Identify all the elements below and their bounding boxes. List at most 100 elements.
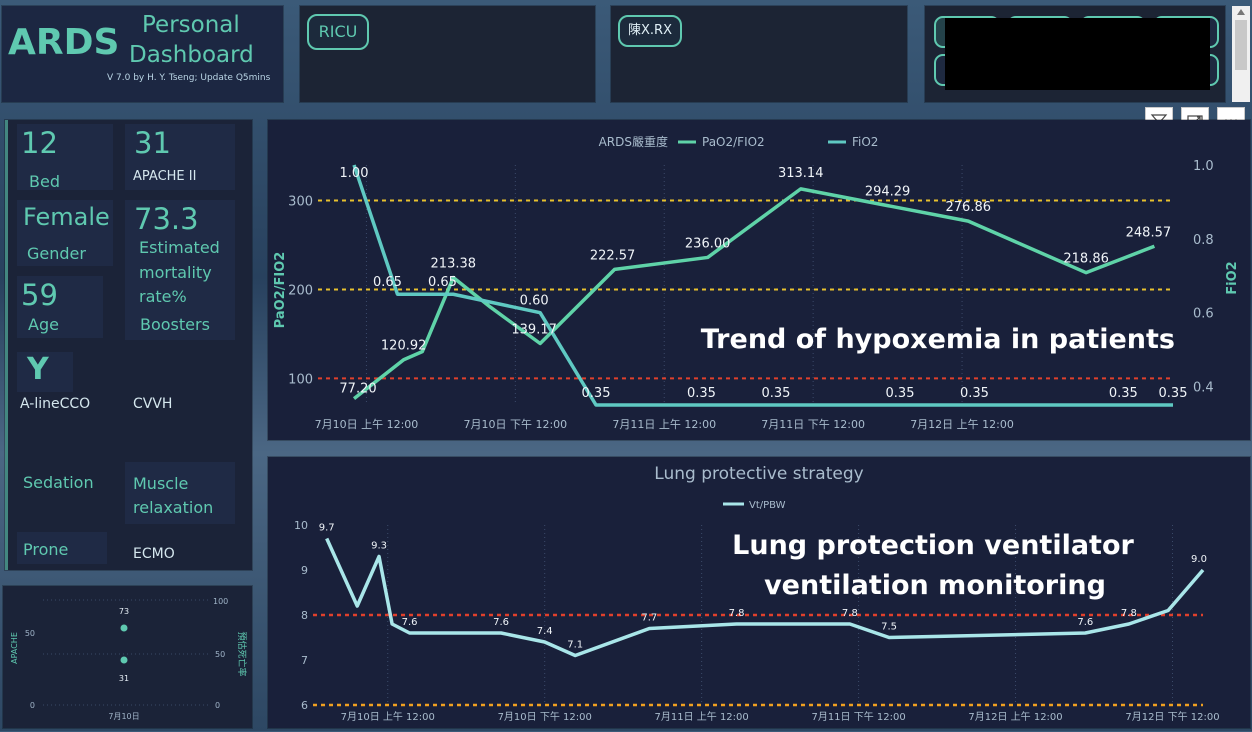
chart2-x-tick: 7月12日 下午 12:00	[1125, 710, 1219, 723]
ecmo-label: ECMO	[133, 546, 175, 562]
chart1-y2-tick: 0.8	[1193, 233, 1214, 248]
fio2-data-label: 0.35	[1109, 386, 1138, 401]
bed-label: Bed	[29, 172, 60, 191]
chart2-y-tick: 7	[301, 654, 308, 667]
boosters-label: Boosters	[140, 315, 210, 334]
mini-left-axis-title: APACHE	[10, 632, 19, 664]
ards-severity-chart: ARDS嚴重度 PaO2/FIO2 FiO2 PaO2/FIO2 FiO2 7月…	[273, 134, 1240, 431]
aline-tile	[17, 352, 73, 392]
chart1-axis-labels: 7月10日 上午 12:00 7月10日 下午 12:00 7月11日 上午 12:…	[288, 159, 1214, 431]
chart2-data-labels: 9.7 9.3 7.6 7.6 7.4 7.1 7.7 7.8 7.8 7.5 7.6 7.8 9.0	[319, 523, 1207, 651]
vt-data-label: 7.7	[641, 613, 657, 624]
fio2-data-label: 1.00	[340, 166, 369, 181]
scrollbar-track	[1232, 6, 1250, 102]
pf-data-label: 236.00	[685, 236, 731, 251]
hypoxemia-trend-annotation: Trend of hypoxemia in patients	[701, 324, 1175, 355]
fio2-line[interactable]	[352, 164, 1173, 407]
age-tile	[17, 276, 103, 338]
chart2-x-tick: 7月10日 下午 12:00	[498, 710, 592, 723]
fio2-data-label: 0.35	[687, 386, 716, 401]
panel-left-border	[5, 120, 8, 570]
apache-value: 31	[134, 126, 171, 160]
vt-data-label: 7.6	[493, 617, 509, 628]
legend-label-vt: Vt/PBW	[749, 500, 786, 511]
chart1-y-axis-title: PaO2/FIO2	[273, 252, 288, 329]
mini-point-apache[interactable]	[120, 656, 128, 664]
muscle-label-2: relaxation	[133, 498, 214, 517]
sedation-label: Sedation	[23, 473, 94, 492]
scrollbar-thumb[interactable]	[1235, 20, 1247, 70]
apache-mortality-panel: APACHE 預估死亡率 0 50 0 50 100 73 31 7月10日	[3, 586, 252, 728]
fio2-data-label: 0.65	[373, 275, 402, 290]
mini-point-label-31: 31	[119, 674, 129, 683]
chart1-reference-lines	[318, 199, 1173, 380]
pf-data-label: 120.92	[381, 339, 427, 354]
apache-label: APACHE II	[133, 169, 197, 184]
vt-data-label: 9.0	[1191, 554, 1207, 565]
muscle-label-1: Muscle	[133, 474, 189, 493]
title-line2: Dashboard	[129, 42, 254, 68]
pf-ratio-line[interactable]	[352, 187, 1156, 400]
fio2-data-label: 0.60	[520, 294, 549, 309]
vt-pbw-line[interactable]	[325, 537, 1205, 658]
pf-data-label: 222.57	[590, 248, 636, 263]
vt-data-label: 7.4	[537, 626, 553, 637]
chart1-gridlines	[365, 165, 963, 405]
mini-point-mortality[interactable]	[120, 624, 128, 632]
lung-protective-chart: Lung protective strategy Vt/PBW 7月10日 上午…	[294, 464, 1220, 723]
vt-data-label: 7.5	[881, 622, 897, 633]
prone-label: Prone	[23, 540, 69, 559]
aline-value: Y	[27, 352, 49, 387]
chart1-y-tick: 100	[288, 372, 313, 387]
mortality-value: 73.3	[134, 202, 199, 236]
chart2-x-tick: 7月10日 上午 12:00	[341, 710, 435, 723]
ricu-slicer-panel: RICU	[300, 6, 595, 102]
mini-x-label: 7月10日	[108, 712, 139, 721]
chart2-y-tick: 10	[294, 519, 308, 532]
vt-data-label: 7.6	[1077, 617, 1093, 628]
boosters-tile	[125, 310, 235, 340]
chart1-x-tick: 7月11日 下午 12:00	[761, 418, 865, 431]
chart1-data-labels: 77.20 120.92 213.38 139.17 222.57 236.00 313.1…	[339, 166, 1187, 401]
version-text: V 7.0 by H. Y. Tseng; Update Q5mins	[107, 73, 271, 83]
bed-tile	[17, 124, 113, 190]
pf-data-label: 218.86	[1063, 252, 1109, 267]
mortality-tile	[125, 200, 235, 310]
legend-label-fio2: FiO2	[852, 135, 878, 149]
fio2-data-label: 0.35	[886, 386, 915, 401]
chart2-title: Lung protective strategy	[654, 464, 863, 484]
header-title-panel: ARDS Personal Dashboard V 7.0 by H. Y. T…	[2, 6, 283, 102]
chart2-x-tick: 7月11日 上午 12:00	[655, 710, 749, 723]
bed-value: 12	[21, 126, 58, 160]
pf-data-label: 139.17	[511, 323, 557, 338]
title-line1: Personal	[142, 12, 240, 38]
mini-right-tick-0: 0	[215, 701, 220, 710]
vt-data-label: 7.8	[729, 608, 745, 619]
chart2-y-tick: 8	[301, 609, 308, 622]
scrollbar-up-arrow[interactable]	[1237, 9, 1245, 15]
mortality-label-3: rate%	[139, 287, 187, 306]
patient-slicer-panel: 陳X.RX	[611, 6, 907, 102]
chart1-y2-tick: 1.0	[1193, 159, 1214, 174]
vt-data-label: 7.6	[402, 617, 418, 628]
vt-data-label: 7.8	[1121, 608, 1137, 619]
chart1-y2-axis-title: FiO2	[1225, 261, 1240, 294]
chart1-x-tick: 7月11日 上午 12:00	[612, 418, 716, 431]
ventilation-annotation-line2: ventilation monitoring	[764, 570, 1106, 601]
chart1-series-lines	[352, 164, 1173, 407]
mini-chart-svg: APACHE 預估死亡率 0 50 0 50 100 73 31 7月10日	[10, 597, 248, 721]
patient-name-chip[interactable]: 陳X.RX	[618, 15, 682, 47]
pf-data-label: 276.86	[946, 200, 992, 215]
chart1-title: ARDS嚴重度	[599, 134, 668, 149]
gender-tile	[17, 200, 113, 266]
pf-data-label: 213.38	[431, 257, 477, 272]
mini-right-tick-100: 100	[213, 597, 228, 606]
chart2-y-tick: 6	[301, 699, 308, 712]
muscle-tile	[125, 462, 235, 524]
mini-left-tick-0: 0	[30, 701, 35, 710]
vt-data-label: 7.8	[842, 608, 858, 619]
prone-tile	[17, 532, 107, 564]
ards-logo: ARDS	[8, 22, 120, 63]
cvvh-label: CVVH	[133, 396, 173, 412]
ricu-chip[interactable]: RICU	[307, 14, 369, 50]
